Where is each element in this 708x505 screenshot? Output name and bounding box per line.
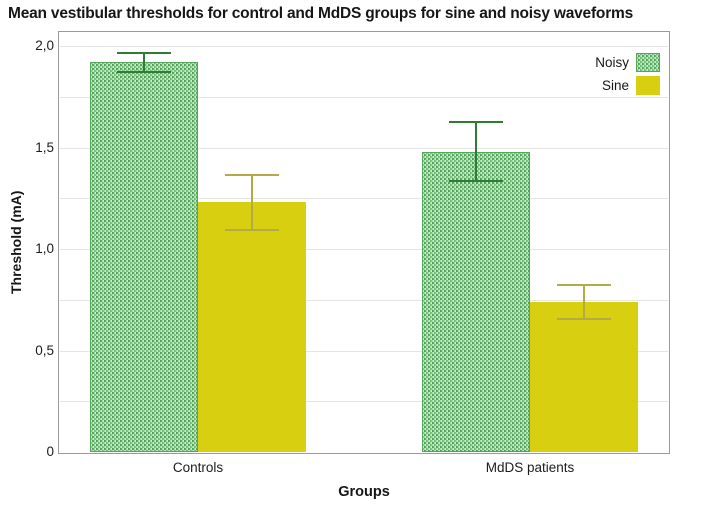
legend-label-sine: Sine [601, 77, 629, 93]
error-bar-segment [143, 52, 145, 73]
error-bar [225, 174, 279, 231]
gridline [60, 401, 668, 403]
gridline [60, 198, 668, 200]
plot-area: Noisy Sine [60, 33, 668, 452]
bar-sine-mdds-patients [530, 301, 638, 452]
gridline [60, 249, 668, 251]
legend: Noisy Sine [595, 52, 660, 98]
x-axis-title: Groups [338, 484, 390, 500]
bar-sine-controls [198, 202, 306, 452]
y-tick-label: 2,0 [35, 38, 54, 54]
legend-label-noisy: Noisy [595, 54, 629, 70]
error-bar [557, 283, 611, 321]
error-bar [117, 52, 171, 73]
y-tick-label: 0 [46, 444, 54, 459]
y-tick-label: 1,5 [35, 139, 54, 155]
error-bar [449, 121, 503, 183]
y-tick-label: 0,5 [35, 342, 54, 358]
bar-noisy-controls [90, 62, 198, 452]
gridline [60, 299, 668, 301]
gridline [60, 46, 668, 48]
legend-entry-sine: Sine [595, 75, 660, 95]
legend-swatch-noisy-pattern [636, 52, 660, 72]
error-bar-segment [583, 283, 585, 321]
y-tick-label: 1,0 [35, 241, 54, 257]
y-axis-tick-labels: 0 0,5 1,0 1,5 2,0 [0, 0, 54, 505]
error-bar-segment [475, 121, 477, 183]
legend-entry-noisy: Noisy [595, 52, 660, 72]
gridline [60, 147, 668, 149]
error-bar-segment [251, 174, 253, 231]
chart-title: Mean vestibular thresholds for control a… [8, 5, 634, 22]
gridline [60, 96, 668, 98]
x-tick-label: Controls [172, 460, 224, 475]
legend-swatch-sine-solid [636, 75, 660, 95]
bar-noisy-mdds-patients [422, 151, 530, 452]
gridline [60, 350, 668, 352]
x-tick-label: MdDS patients [485, 460, 575, 475]
